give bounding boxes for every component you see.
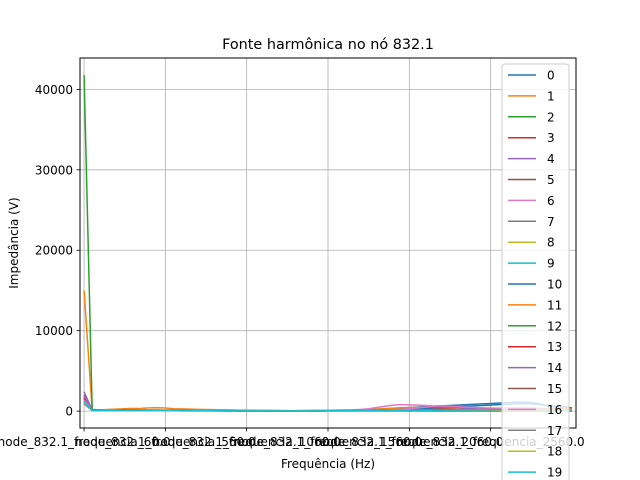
legend-label: 18: [547, 445, 562, 459]
chart-title: Fonte harmônica no nó 832.1: [222, 37, 434, 53]
legend-box: [501, 63, 570, 480]
x-tick-label: node_832.1_frequencia_2060.0: [315, 435, 503, 449]
legend-label: 8: [547, 236, 555, 250]
x-axis-label: Frequência (Hz): [281, 457, 375, 471]
legend-label: 19: [547, 466, 562, 480]
legend-label: 7: [547, 215, 555, 229]
legend-label: 9: [547, 257, 555, 271]
legend-label: 3: [547, 131, 555, 145]
legend-label: 6: [547, 194, 555, 208]
legend-label: 0: [547, 69, 555, 83]
y-tick-label: 10000: [35, 324, 73, 338]
legend-label: 11: [547, 298, 562, 312]
legend-label: 16: [547, 403, 562, 417]
legend-label: 12: [547, 319, 562, 333]
legend-label: 14: [547, 361, 562, 375]
legend-label: 2: [547, 110, 555, 124]
x-tick-label: node_832.1_frequencia_560.0: [75, 435, 255, 449]
grid: [80, 58, 576, 428]
legend-label: 4: [547, 152, 555, 166]
y-tick-label: 30000: [35, 163, 73, 177]
y-tick-label: 20000: [35, 244, 73, 258]
legend-label: 10: [547, 278, 562, 292]
y-tick-label: 40000: [35, 83, 73, 97]
x-tick-label: node_832.1_frequencia_1560.0: [234, 435, 422, 449]
legend-label: 5: [547, 173, 555, 187]
y-ticks: 0 10000 20000 30000 40000: [35, 83, 80, 419]
legend-label: 13: [547, 340, 562, 354]
legend-label: 1: [547, 89, 555, 103]
series-line-19: [83, 401, 572, 412]
y-tick-label: 0: [65, 405, 73, 419]
series-lines: [83, 74, 573, 412]
legend-label: 15: [547, 382, 562, 396]
x-tick-label: node_832.1_frequencia_60.0: [0, 435, 170, 449]
x-tick-label: node_832.1_frequencia_1060.0: [153, 435, 341, 449]
legend-label: 17: [547, 424, 562, 438]
y-axis-label: Impedância (V): [7, 197, 21, 288]
